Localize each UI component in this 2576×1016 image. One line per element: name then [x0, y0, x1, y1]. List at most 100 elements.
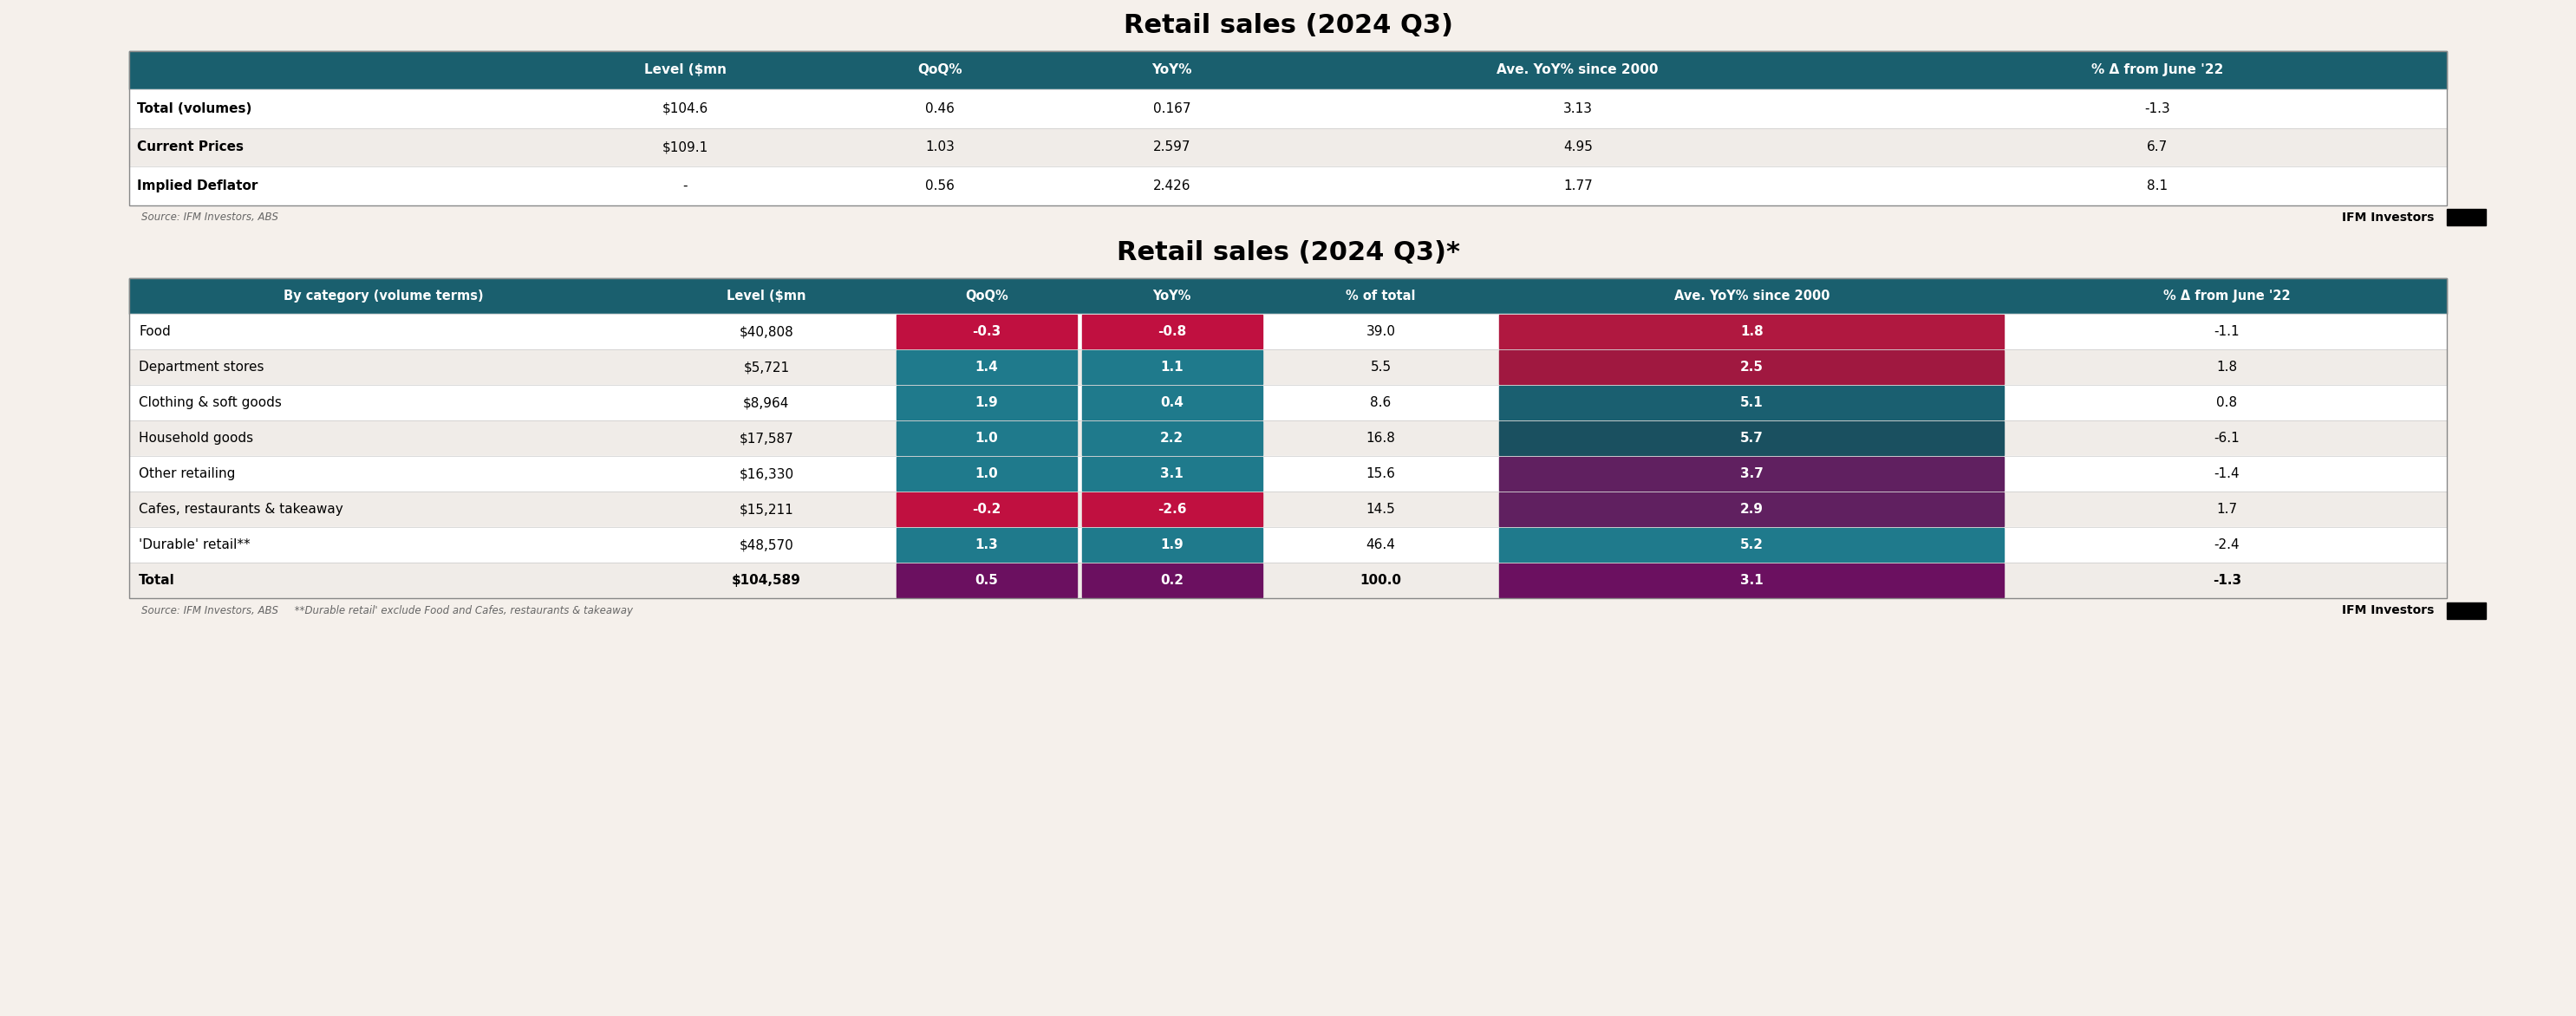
Text: 15.6: 15.6	[1365, 467, 1396, 481]
Text: Source: IFM Investors, ABS     **Durable retail' exclude Food and Cafes, restaur: Source: IFM Investors, ABS **Durable ret…	[142, 605, 634, 617]
Text: 0.5: 0.5	[974, 574, 999, 587]
Bar	[1499, 315, 2004, 348]
Text: 1.03: 1.03	[925, 141, 956, 153]
Text: $104.6: $104.6	[662, 103, 708, 115]
Text: -0.3: -0.3	[971, 325, 1002, 338]
Bar	[1082, 564, 1262, 597]
Bar	[1499, 422, 2004, 455]
Text: Level ($mn: Level ($mn	[726, 290, 806, 303]
Text: 46.4: 46.4	[1365, 538, 1396, 552]
Bar	[129, 278, 2447, 598]
Text: $16,330: $16,330	[739, 467, 793, 481]
Text: 8.1: 8.1	[2146, 180, 2169, 192]
Text: Food: Food	[139, 325, 170, 338]
Text: 3.1: 3.1	[1739, 574, 1765, 587]
Text: Clothing & soft goods: Clothing & soft goods	[139, 396, 281, 409]
Text: $8,964: $8,964	[744, 396, 788, 409]
Bar	[1499, 386, 2004, 420]
Bar	[1499, 457, 2004, 491]
Text: % Δ from June '22: % Δ from June '22	[2164, 290, 2290, 303]
Bar	[1082, 351, 1262, 384]
Text: -1.1: -1.1	[2215, 325, 2239, 338]
Text: 1.3: 1.3	[974, 538, 999, 552]
Text: 1.8: 1.8	[2215, 361, 2239, 374]
Text: 1.0: 1.0	[974, 467, 999, 481]
Text: 'Durable' retail**: 'Durable' retail**	[139, 538, 250, 552]
Text: % Δ from June '22: % Δ from June '22	[2092, 64, 2223, 76]
Text: 1.9: 1.9	[1159, 538, 1185, 552]
Text: $104,589: $104,589	[732, 574, 801, 587]
Text: Retail sales (2024 Q3)*: Retail sales (2024 Q3)*	[1115, 241, 1461, 265]
Text: $40,808: $40,808	[739, 325, 793, 338]
Bar	[1499, 528, 2004, 562]
Text: Total (volumes): Total (volumes)	[137, 103, 252, 115]
Text: Ave. YoY% since 2000: Ave. YoY% since 2000	[1497, 64, 1659, 76]
Text: 16.8: 16.8	[1365, 432, 1396, 445]
Text: 5.2: 5.2	[1739, 538, 1765, 552]
Bar	[896, 493, 1077, 526]
Text: 1.9: 1.9	[974, 396, 999, 409]
Text: Cafes, restaurants & takeaway: Cafes, restaurants & takeaway	[139, 503, 343, 516]
Bar	[129, 456, 2447, 492]
Text: % of total: % of total	[1345, 290, 1417, 303]
Text: -6.1: -6.1	[2213, 432, 2241, 445]
Text: Implied Deflator: Implied Deflator	[137, 180, 258, 192]
Text: 1.0: 1.0	[974, 432, 999, 445]
Text: 2.426: 2.426	[1154, 180, 1190, 192]
Bar	[896, 386, 1077, 420]
Bar	[896, 315, 1077, 348]
Text: 8.6: 8.6	[1370, 396, 1391, 409]
Text: 5.7: 5.7	[1739, 432, 1765, 445]
Text: 1.77: 1.77	[1564, 180, 1592, 192]
Text: -2.6: -2.6	[1157, 503, 1188, 516]
Bar	[129, 563, 2447, 598]
Text: 1.8: 1.8	[1739, 325, 1765, 338]
Text: 14.5: 14.5	[1365, 503, 1396, 516]
Bar	[2447, 209, 2486, 226]
Text: Total: Total	[139, 574, 175, 587]
Text: 2.9: 2.9	[1739, 503, 1765, 516]
Text: IFM Investors: IFM Investors	[2342, 605, 2434, 617]
Text: 0.2: 0.2	[1159, 574, 1185, 587]
Text: IFM Investors: IFM Investors	[2342, 211, 2434, 224]
Text: $17,587: $17,587	[739, 432, 793, 445]
Text: 4.95: 4.95	[1564, 141, 1592, 153]
Text: -0.8: -0.8	[1157, 325, 1188, 338]
Bar	[129, 314, 2447, 350]
Text: 5.5: 5.5	[1370, 361, 1391, 374]
Text: 3.7: 3.7	[1739, 467, 1765, 481]
Bar	[1082, 315, 1262, 348]
Text: YoY%: YoY%	[1154, 290, 1190, 303]
Bar	[129, 51, 2447, 89]
Bar	[2447, 602, 2486, 619]
Text: $15,211: $15,211	[739, 503, 793, 516]
Text: QoQ%: QoQ%	[917, 64, 963, 76]
Bar	[129, 128, 2447, 167]
Bar	[129, 385, 2447, 421]
Text: -0.2: -0.2	[971, 503, 1002, 516]
Bar	[129, 421, 2447, 456]
Text: Other retailing: Other retailing	[139, 467, 234, 481]
Bar	[1082, 422, 1262, 455]
Bar	[896, 422, 1077, 455]
Bar	[1082, 493, 1262, 526]
Text: -1.4: -1.4	[2215, 467, 2239, 481]
Text: 5.1: 5.1	[1739, 396, 1765, 409]
Text: 6.7: 6.7	[2146, 141, 2169, 153]
Bar	[896, 457, 1077, 491]
Text: N: N	[2463, 213, 2470, 221]
Text: Source: IFM Investors, ABS: Source: IFM Investors, ABS	[142, 211, 278, 224]
Text: Level ($mn: Level ($mn	[644, 64, 726, 76]
Bar	[129, 51, 2447, 205]
Text: 0.4: 0.4	[1159, 396, 1185, 409]
Bar	[1082, 386, 1262, 420]
Text: 3.13: 3.13	[1564, 103, 1592, 115]
Text: N: N	[2463, 607, 2470, 615]
Bar	[129, 167, 2447, 205]
Bar	[129, 350, 2447, 385]
Text: 1.1: 1.1	[1162, 361, 1182, 374]
Text: Ave. YoY% since 2000: Ave. YoY% since 2000	[1674, 290, 1829, 303]
Text: 0.46: 0.46	[925, 103, 956, 115]
Bar	[896, 351, 1077, 384]
Text: 0.8: 0.8	[2215, 396, 2239, 409]
